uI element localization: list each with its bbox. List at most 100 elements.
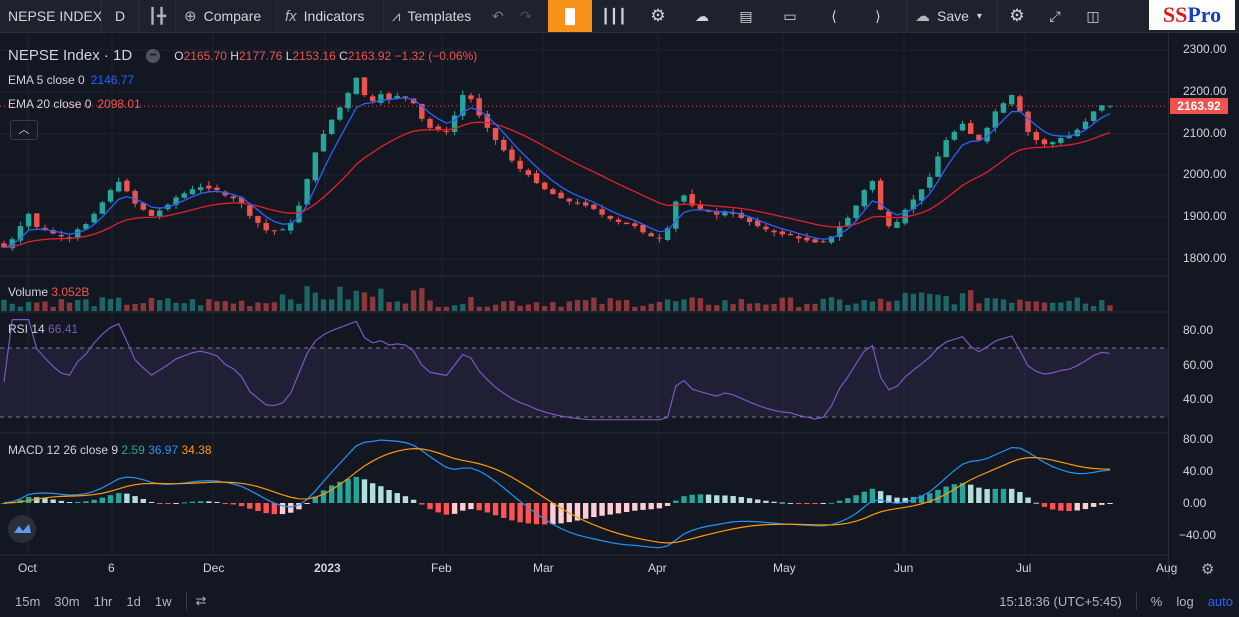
columns-button[interactable]: ┃┃┃ — [592, 0, 636, 32]
macd-hist-bar — [386, 489, 392, 503]
candle — [140, 203, 146, 210]
interval-label: D — [114, 8, 126, 24]
macd-label: MACD 12 26 close 9 — [8, 443, 119, 457]
macd-hist-bar — [42, 498, 48, 503]
candle — [50, 230, 56, 234]
cloud-button[interactable]: ☁ — [680, 0, 724, 32]
macd-hist-bar — [58, 500, 65, 503]
forward-button[interactable]: ⟩ — [856, 0, 900, 32]
auto-toggle[interactable]: auto — [1207, 593, 1233, 609]
candle — [17, 226, 24, 241]
candle — [468, 95, 474, 100]
candle — [386, 93, 392, 100]
save-button[interactable]: ☁ Save ▾ — [907, 0, 997, 32]
rsi-legend: RSI 14 66.41 — [8, 322, 78, 336]
legend-ema5[interactable]: EMA 5 close 0 2146.77 — [8, 68, 477, 92]
volume-bar — [484, 306, 491, 311]
candle — [697, 204, 704, 209]
chart-settings-button[interactable]: ⚙ — [998, 0, 1036, 32]
legend-toggle-icon[interactable]: ━ — [146, 49, 161, 63]
volume-bar — [419, 288, 425, 311]
volume-bar — [853, 303, 859, 311]
chart-type-button[interactable]: ┃╋ — [139, 0, 175, 32]
chevron-up-icon: ︿ — [18, 124, 30, 136]
volume-bar — [714, 305, 720, 311]
close-label: C — [339, 49, 348, 63]
price-axis[interactable]: 2300.00 2200.00 2100.00 2000.00 1900.00 … — [1168, 33, 1239, 578]
macd-hist-bar — [1049, 503, 1056, 510]
bars-view-button[interactable]: ▐▌ — [548, 0, 592, 32]
chart-area[interactable] — [0, 33, 1168, 578]
legend-ema20[interactable]: EMA 20 close 0 2098.01 — [8, 92, 477, 116]
interval-button[interactable]: D — [102, 0, 138, 32]
screenshot-button[interactable]: ◫ — [1074, 0, 1112, 32]
volume-bar — [681, 299, 687, 311]
volume-bar — [959, 293, 966, 311]
fullscreen-button[interactable]: ⤢ — [1036, 0, 1074, 32]
timeframe-1d[interactable]: 1d — [126, 593, 141, 609]
symbol-search-button[interactable]: NEPSE INDEX — [0, 0, 102, 32]
log-toggle[interactable]: log — [1176, 593, 1194, 609]
percent-toggle[interactable]: % — [1150, 593, 1163, 609]
volume-bar — [296, 303, 302, 311]
axis-settings-button[interactable]: ⚙ — [1201, 560, 1214, 578]
settings-gear-button[interactable]: ⚙ — [636, 0, 680, 32]
timeframe-15m[interactable]: 15m — [15, 593, 41, 609]
back-button[interactable]: ⟨ — [812, 0, 856, 32]
volume-bar — [910, 293, 917, 311]
candle — [124, 180, 130, 192]
volume-bar — [558, 306, 564, 311]
candle — [476, 98, 482, 116]
window-button[interactable]: ▭ — [768, 0, 812, 32]
collapse-legend-button[interactable]: ︿ — [10, 120, 38, 140]
macd-hist-bar — [197, 501, 204, 503]
rsi-value: 66.41 — [48, 322, 79, 336]
tradingview-logo[interactable] — [8, 515, 36, 543]
macd-hist-bar — [75, 501, 81, 503]
volume-label: Volume — [8, 285, 49, 299]
candle — [189, 189, 196, 195]
indicators-button[interactable]: fx Indicators — [277, 0, 383, 32]
macd-hist-bar — [968, 484, 974, 503]
volume-bar — [468, 297, 474, 311]
macd-hist-bar — [312, 496, 319, 503]
clock[interactable]: 15:18:36 (UTC+5:45) — [999, 593, 1122, 609]
macd-hist-bar — [83, 501, 89, 503]
date-range-button[interactable]: ⇄ — [195, 593, 206, 609]
time-tick: Jul — [1016, 561, 1032, 575]
volume-bar — [599, 303, 605, 311]
candle — [853, 205, 859, 219]
candle — [1025, 111, 1031, 132]
redo-button[interactable]: ↷ — [512, 0, 540, 32]
compare-button[interactable]: ⊕ Compare — [176, 0, 276, 32]
price-tick: 2300.00 — [1183, 42, 1227, 56]
volume-bar — [25, 302, 32, 311]
timeframe-1w[interactable]: 1w — [154, 593, 172, 609]
macd-hist-bar — [894, 497, 900, 503]
macd-hist-bar — [1041, 503, 1048, 507]
undo-button[interactable]: ↶ — [484, 0, 512, 32]
document-button[interactable]: ▤ — [724, 0, 768, 32]
volume-bar — [476, 306, 482, 311]
volume-bar — [1066, 300, 1072, 311]
timeframe-1hr[interactable]: 1hr — [93, 593, 113, 609]
volume-bar — [877, 298, 884, 311]
volume-bar — [337, 286, 343, 311]
candle — [632, 223, 638, 227]
volume-bar — [787, 297, 794, 311]
macd-hist-bar — [779, 502, 785, 504]
templates-button[interactable]: ⩘ Templates — [384, 0, 484, 32]
macd-hist-bar — [918, 495, 925, 503]
volume-bar — [533, 302, 540, 311]
candle — [222, 191, 228, 196]
time-tick: Apr — [648, 561, 667, 575]
volume-bar — [869, 301, 876, 311]
volume-bar — [730, 304, 736, 311]
macd-hist-bar — [124, 493, 130, 503]
cloud-icon: ☁ — [695, 7, 709, 24]
timeframe-30m[interactable]: 30m — [54, 593, 80, 609]
volume-bar — [804, 303, 810, 311]
macd-hist-bar — [279, 503, 286, 515]
volume-bar — [836, 299, 843, 311]
macd-hist-bar — [156, 503, 163, 504]
